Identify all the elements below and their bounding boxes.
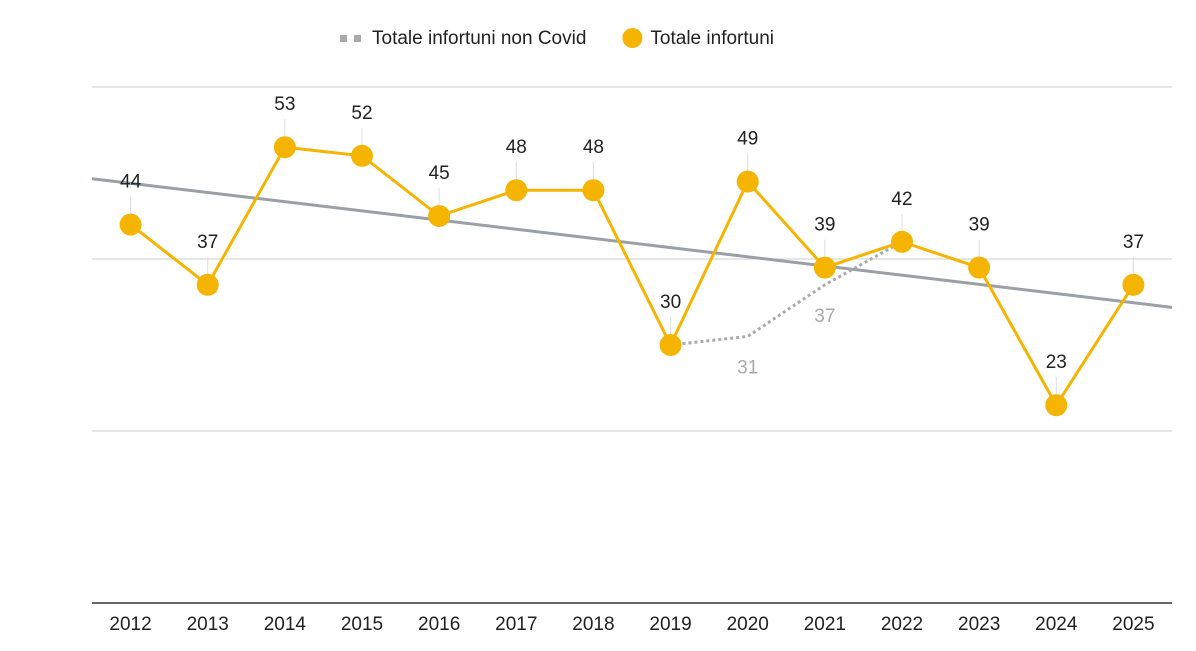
- data-point: [891, 230, 913, 253]
- legend-label: Totale infortuni non Covid: [372, 28, 586, 49]
- data-label: 37: [1123, 232, 1144, 253]
- data-label: 39: [814, 215, 835, 236]
- legend-swatch: [622, 28, 643, 48]
- legend-swatch: [354, 35, 361, 42]
- data-label: 42: [891, 189, 912, 210]
- x-tick-label: 2013: [187, 614, 229, 635]
- data-label: 23: [1046, 352, 1067, 373]
- data-point: [1045, 394, 1068, 417]
- data-label: 52: [351, 103, 372, 124]
- data-label: 53: [274, 94, 295, 115]
- x-tick-label: 2025: [1112, 614, 1154, 635]
- data-point: [119, 213, 142, 236]
- x-tick-label: 2015: [341, 614, 383, 635]
- series-line: [129, 145, 1135, 409]
- x-tick-label: 2014: [264, 614, 307, 635]
- data-point: [736, 170, 759, 193]
- data-point: [813, 256, 836, 279]
- data-label: 49: [737, 129, 758, 150]
- data-point: [428, 205, 451, 227]
- data-point: [505, 179, 528, 202]
- data-point: [659, 334, 682, 356]
- x-tick-label: 2017: [495, 614, 537, 635]
- series-line: [670, 240, 903, 347]
- data-label: 44: [120, 172, 142, 193]
- data-point: [273, 136, 296, 159]
- x-tick-label: 2021: [804, 614, 846, 635]
- x-tick-label: 2012: [109, 614, 151, 635]
- data-point: [196, 273, 219, 296]
- x-tick-label: 2020: [727, 614, 769, 635]
- x-tick-label: 2018: [572, 614, 614, 635]
- legend-label: Totale infortuni: [650, 28, 774, 49]
- trendline: [91, 177, 1173, 309]
- x-tick-label: 2024: [1035, 614, 1078, 635]
- data-point: [1122, 273, 1145, 296]
- data-label: 30: [660, 292, 681, 313]
- x-tick-label: 2016: [418, 614, 460, 635]
- data-point: [582, 179, 605, 202]
- data-label: 48: [583, 137, 604, 158]
- x-tick-label: 2023: [958, 614, 1000, 635]
- data-label: 45: [429, 163, 450, 184]
- data-point: [351, 144, 373, 167]
- data-label: 37: [197, 232, 218, 253]
- data-label: 48: [506, 137, 527, 158]
- data-label: 37: [814, 306, 835, 327]
- x-tick-label: 2022: [881, 614, 923, 635]
- data-label: 39: [969, 215, 990, 236]
- legend-swatch: [340, 35, 347, 42]
- x-tick-label: 2019: [649, 614, 691, 635]
- data-point: [968, 256, 991, 279]
- data-label: 31: [737, 357, 758, 378]
